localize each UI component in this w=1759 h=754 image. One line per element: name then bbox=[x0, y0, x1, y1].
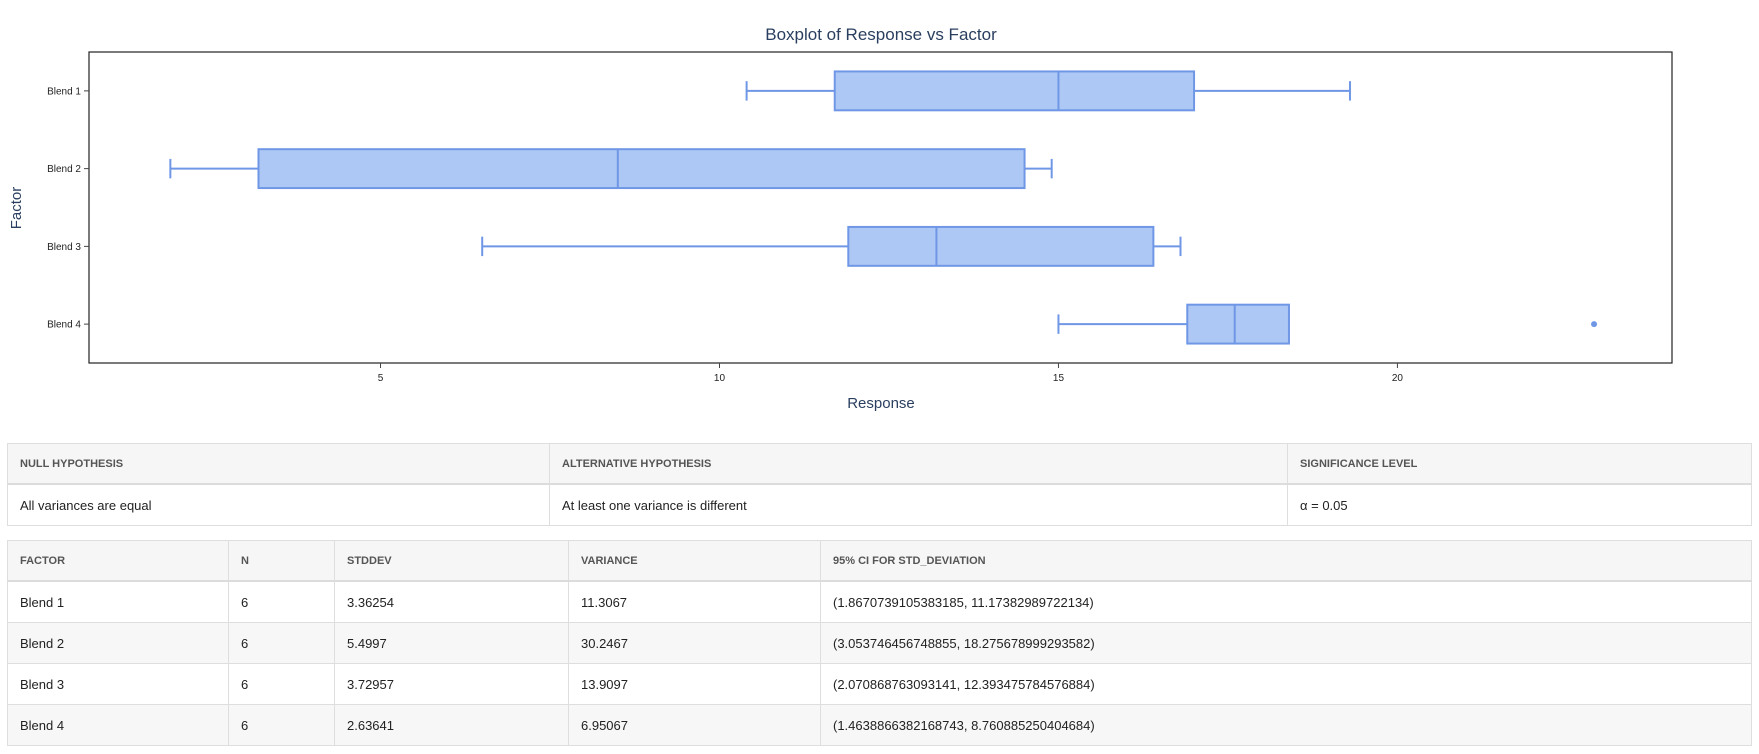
outlier-point bbox=[1591, 321, 1598, 328]
box-blend-4 bbox=[1057, 303, 1598, 345]
x-tick-label: 15 bbox=[1053, 373, 1065, 384]
box-blend-2 bbox=[169, 148, 1053, 190]
alternative-hypothesis-value: At least one variance is different bbox=[549, 483, 1288, 526]
cell-stddev: 3.72957 bbox=[334, 663, 569, 705]
cell-ci: (1.4638866382168743, 8.760885250404684) bbox=[820, 704, 1752, 746]
cell-stddev: 3.36254 bbox=[334, 580, 569, 623]
cell-ci: (3.053746456748855, 18.275678999293582) bbox=[820, 622, 1752, 664]
stats-table: Factor N StdDev Variance 95% CI for Std_… bbox=[7, 540, 1752, 746]
x-axis: 5 10 15 20 bbox=[378, 363, 1404, 384]
cell-variance: 30.2467 bbox=[568, 622, 821, 664]
cell-factor: Blend 3 bbox=[7, 663, 229, 705]
x-axis-label: Response bbox=[847, 395, 915, 412]
hypothesis-row: All variances are equal At least one var… bbox=[7, 483, 1752, 526]
chart-title: Boxplot of Response vs Factor bbox=[765, 25, 997, 44]
hypothesis-table: Null Hypothesis Alternative Hypothesis S… bbox=[7, 443, 1752, 526]
box-iqr bbox=[833, 70, 1196, 112]
cell-ci: (1.8670739105383185, 11.17382989722134) bbox=[820, 580, 1752, 623]
header-ci: 95% CI for Std_Deviation bbox=[820, 540, 1752, 582]
null-hypothesis-value: All variances are equal bbox=[7, 483, 550, 526]
cell-n: 6 bbox=[228, 704, 335, 746]
header-variance: Variance bbox=[568, 540, 821, 582]
table-row: Blend 3 6 3.72957 13.9097 (2.07086876309… bbox=[7, 663, 1752, 705]
x-tick-label: 20 bbox=[1392, 373, 1404, 384]
box-blend-3 bbox=[481, 225, 1182, 267]
cell-factor: Blend 1 bbox=[7, 580, 229, 623]
cell-variance: 6.95067 bbox=[568, 704, 821, 746]
y-tick-label: Blend 3 bbox=[47, 242, 81, 253]
cell-ci: (2.070868763093141, 12.393475784576884) bbox=[820, 663, 1752, 705]
header-null-hypothesis: Null Hypothesis bbox=[7, 443, 550, 485]
hypothesis-header-row: Null Hypothesis Alternative Hypothesis S… bbox=[7, 443, 1752, 485]
cell-factor: Blend 2 bbox=[7, 622, 229, 664]
cell-factor: Blend 4 bbox=[7, 704, 229, 746]
significance-level-value: α = 0.05 bbox=[1287, 483, 1752, 526]
box-group bbox=[169, 70, 1598, 345]
cell-stddev: 5.4997 bbox=[334, 622, 569, 664]
table-row: Blend 4 6 2.63641 6.95067 (1.46388663821… bbox=[7, 704, 1752, 746]
cell-n: 6 bbox=[228, 622, 335, 664]
boxplot-svg: Boxplot of Response vs Factor Blend 1Ble… bbox=[8, 25, 1673, 412]
header-alternative-hypothesis: Alternative Hypothesis bbox=[549, 443, 1288, 485]
header-n: N bbox=[228, 540, 335, 582]
cell-stddev: 2.63641 bbox=[334, 704, 569, 746]
x-tick-label: 5 bbox=[378, 373, 384, 384]
x-tick-label: 10 bbox=[714, 373, 726, 384]
box-iqr bbox=[847, 225, 1155, 267]
y-tick-label: Blend 2 bbox=[47, 164, 81, 175]
box-iqr bbox=[257, 148, 1026, 190]
y-tick-label: Blend 1 bbox=[47, 86, 81, 97]
y-axis-label: Factor bbox=[8, 187, 25, 230]
table-row: Blend 1 6 3.36254 11.3067 (1.86707391053… bbox=[7, 580, 1752, 623]
cell-variance: 11.3067 bbox=[568, 580, 821, 623]
cell-variance: 13.9097 bbox=[568, 663, 821, 705]
y-tick-label: Blend 4 bbox=[47, 320, 81, 331]
plot-frame bbox=[88, 51, 1673, 364]
stats-header-row: Factor N StdDev Variance 95% CI for Std_… bbox=[7, 540, 1752, 582]
header-factor: Factor bbox=[7, 540, 229, 582]
boxplot-chart: Boxplot of Response vs Factor Blend 1 Ble… bbox=[8, 25, 1673, 412]
header-significance-level: Significance Level bbox=[1287, 443, 1752, 485]
table-row: Blend 2 6 5.4997 30.2467 (3.053746456748… bbox=[7, 622, 1752, 664]
cell-n: 6 bbox=[228, 580, 335, 623]
box-blend-1 bbox=[745, 70, 1351, 112]
header-stddev: StdDev bbox=[334, 540, 569, 582]
cell-n: 6 bbox=[228, 663, 335, 705]
box-iqr bbox=[1186, 303, 1290, 345]
y-axis: Blend 1 Blend 2 Blend 3 Blend 4 bbox=[47, 86, 89, 331]
